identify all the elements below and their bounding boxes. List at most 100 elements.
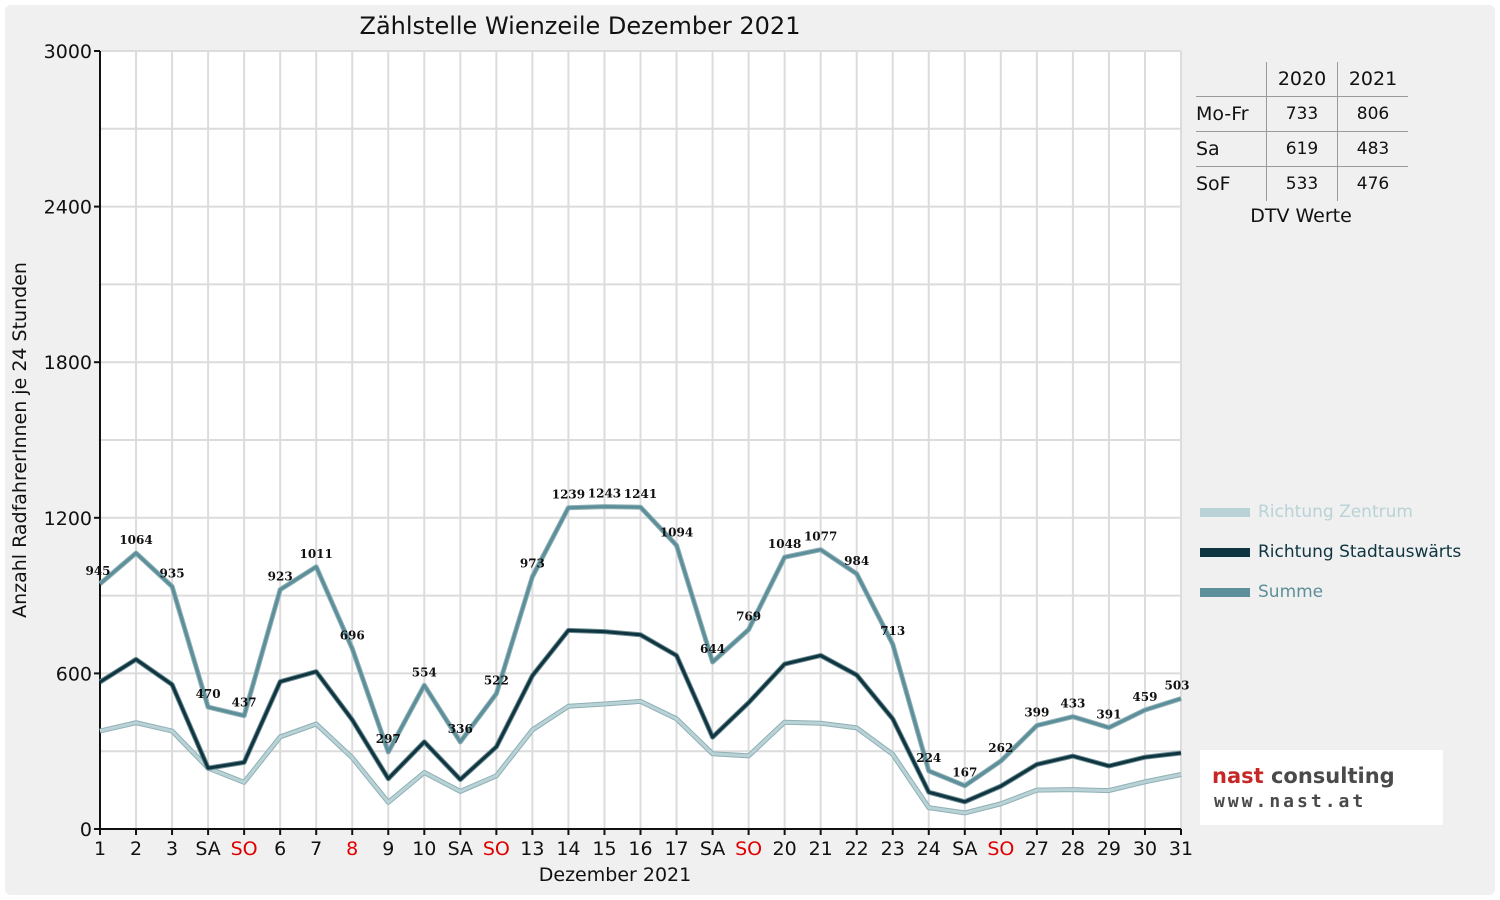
x-tick-label: 8 — [346, 838, 358, 860]
x-tick-label: 30 — [1133, 838, 1157, 860]
data-label: 696 — [340, 629, 365, 643]
data-label: 167 — [952, 766, 977, 780]
x-tick-label: 23 — [881, 838, 905, 860]
data-label: 984 — [844, 554, 869, 568]
x-tick-label: 27 — [1025, 838, 1049, 860]
y-tick-label: 0 — [80, 819, 92, 841]
dtv-cell: 483 — [1337, 131, 1408, 167]
x-tick-label: 20 — [773, 838, 797, 860]
x-tick-label: 29 — [1097, 838, 1121, 860]
x-tick-label: 24 — [917, 838, 941, 860]
x-tick-label: 21 — [809, 838, 833, 860]
data-label: 1243 — [588, 487, 621, 501]
x-tick-label: SO — [231, 838, 258, 860]
x-tick-label: 17 — [664, 838, 688, 860]
legend-swatch — [1200, 547, 1250, 557]
x-tick-label: 16 — [628, 838, 652, 860]
data-label: 391 — [1096, 708, 1121, 722]
y-tick-label: 1800 — [44, 352, 92, 374]
legend-label: Richtung Stadtauswärts — [1258, 542, 1462, 562]
chart-legend: Richtung Zentrum Richtung Stadtauswärts … — [1200, 492, 1461, 612]
legend-label: Richtung Zentrum — [1258, 502, 1413, 522]
x-tick-label: SO — [735, 838, 762, 860]
data-label: 470 — [196, 687, 221, 701]
x-tick-label: 7 — [310, 838, 322, 860]
data-label: 935 — [160, 567, 185, 581]
y-tick-label: 3000 — [44, 41, 92, 63]
series-line — [99, 699, 1182, 815]
dtv-row-label: Sa — [1196, 131, 1267, 167]
dtv-cell: 806 — [1337, 96, 1408, 132]
legend-item-zentrum: Richtung Zentrum — [1200, 492, 1461, 532]
data-label: 1011 — [299, 547, 332, 561]
data-label: 713 — [880, 624, 905, 638]
x-tick-label: 14 — [556, 838, 580, 860]
nast-consulting-logo: nast consulting www.nast.at — [1200, 750, 1443, 825]
dtv-row-label: SoF — [1196, 166, 1267, 201]
x-tick-label: 13 — [520, 838, 544, 860]
data-label: 1094 — [660, 525, 693, 539]
data-label: 1239 — [552, 488, 585, 502]
data-label: 297 — [376, 732, 401, 746]
dtv-header-empty — [1196, 62, 1267, 97]
x-tick-label: SA — [952, 838, 977, 860]
y-tick-label: 1200 — [44, 508, 92, 530]
dtv-col-2020: 2020 — [1266, 62, 1338, 97]
series-line — [99, 505, 1182, 788]
dtv-cell: 619 — [1266, 131, 1338, 167]
x-tick-label: 1 — [94, 838, 106, 860]
legend-swatch — [1200, 507, 1250, 517]
x-tick-label: 3 — [166, 838, 178, 860]
legend-swatch — [1200, 587, 1250, 597]
dtv-table: 2020 2021 Mo-Fr 733 806 Sa 619 483 SoF 5… — [1196, 62, 1416, 227]
data-label: 459 — [1132, 690, 1157, 704]
data-label: 923 — [268, 570, 293, 584]
x-tick-label: 2 — [130, 838, 142, 860]
legend-label: Summe — [1258, 582, 1324, 602]
data-label: 224 — [916, 751, 941, 765]
dtv-cell: 733 — [1266, 96, 1338, 132]
chart-title: Zählstelle Wienzeile Dezember 2021 — [359, 12, 801, 40]
x-tick-label: SO — [987, 838, 1014, 860]
x-tick-label: SO — [483, 838, 510, 860]
dtv-row-label: Mo-Fr — [1196, 96, 1267, 132]
data-label: 433 — [1060, 697, 1085, 711]
data-label: 522 — [484, 674, 509, 688]
data-label: 1077 — [804, 530, 837, 544]
data-label: 1241 — [624, 487, 657, 501]
legend-item-stadtauswaerts: Richtung Stadtauswärts — [1200, 532, 1461, 572]
x-tick-label: SA — [195, 838, 220, 860]
x-tick-label: 10 — [412, 838, 436, 860]
data-label: 1048 — [768, 537, 801, 551]
legend-item-summe: Summe — [1200, 572, 1461, 612]
dtv-col-2021: 2021 — [1348, 68, 1398, 90]
data-label: 973 — [520, 557, 545, 571]
series-line — [99, 628, 1182, 804]
data-label: 437 — [232, 696, 257, 710]
data-label: 945 — [85, 564, 110, 578]
logo-url: www.nast.at — [1214, 791, 1367, 812]
x-tick-label: 9 — [382, 838, 394, 860]
data-label: 262 — [988, 741, 1013, 755]
data-label: 644 — [700, 642, 725, 656]
dtv-cell: 533 — [1266, 166, 1338, 201]
y-tick-label: 2400 — [44, 197, 92, 219]
y-tick-label: 600 — [56, 663, 92, 685]
x-tick-label: SA — [700, 838, 725, 860]
data-label: 769 — [736, 610, 761, 624]
logo-brand: nast consulting — [1212, 764, 1395, 788]
x-tick-label: 31 — [1169, 838, 1193, 860]
data-label: 503 — [1164, 679, 1189, 693]
x-tick-label: 6 — [274, 838, 286, 860]
data-label: 1064 — [119, 533, 152, 547]
data-label: 336 — [448, 722, 473, 736]
dtv-caption: DTV Werte — [1250, 205, 1352, 227]
data-label: 554 — [412, 665, 437, 679]
x-axis-label: Dezember 2021 — [538, 864, 692, 886]
x-tick-label: 28 — [1061, 838, 1085, 860]
x-tick-label: 15 — [592, 838, 616, 860]
dtv-cell: 476 — [1337, 166, 1408, 201]
x-tick-label: SA — [448, 838, 473, 860]
x-tick-label: 22 — [845, 838, 869, 860]
